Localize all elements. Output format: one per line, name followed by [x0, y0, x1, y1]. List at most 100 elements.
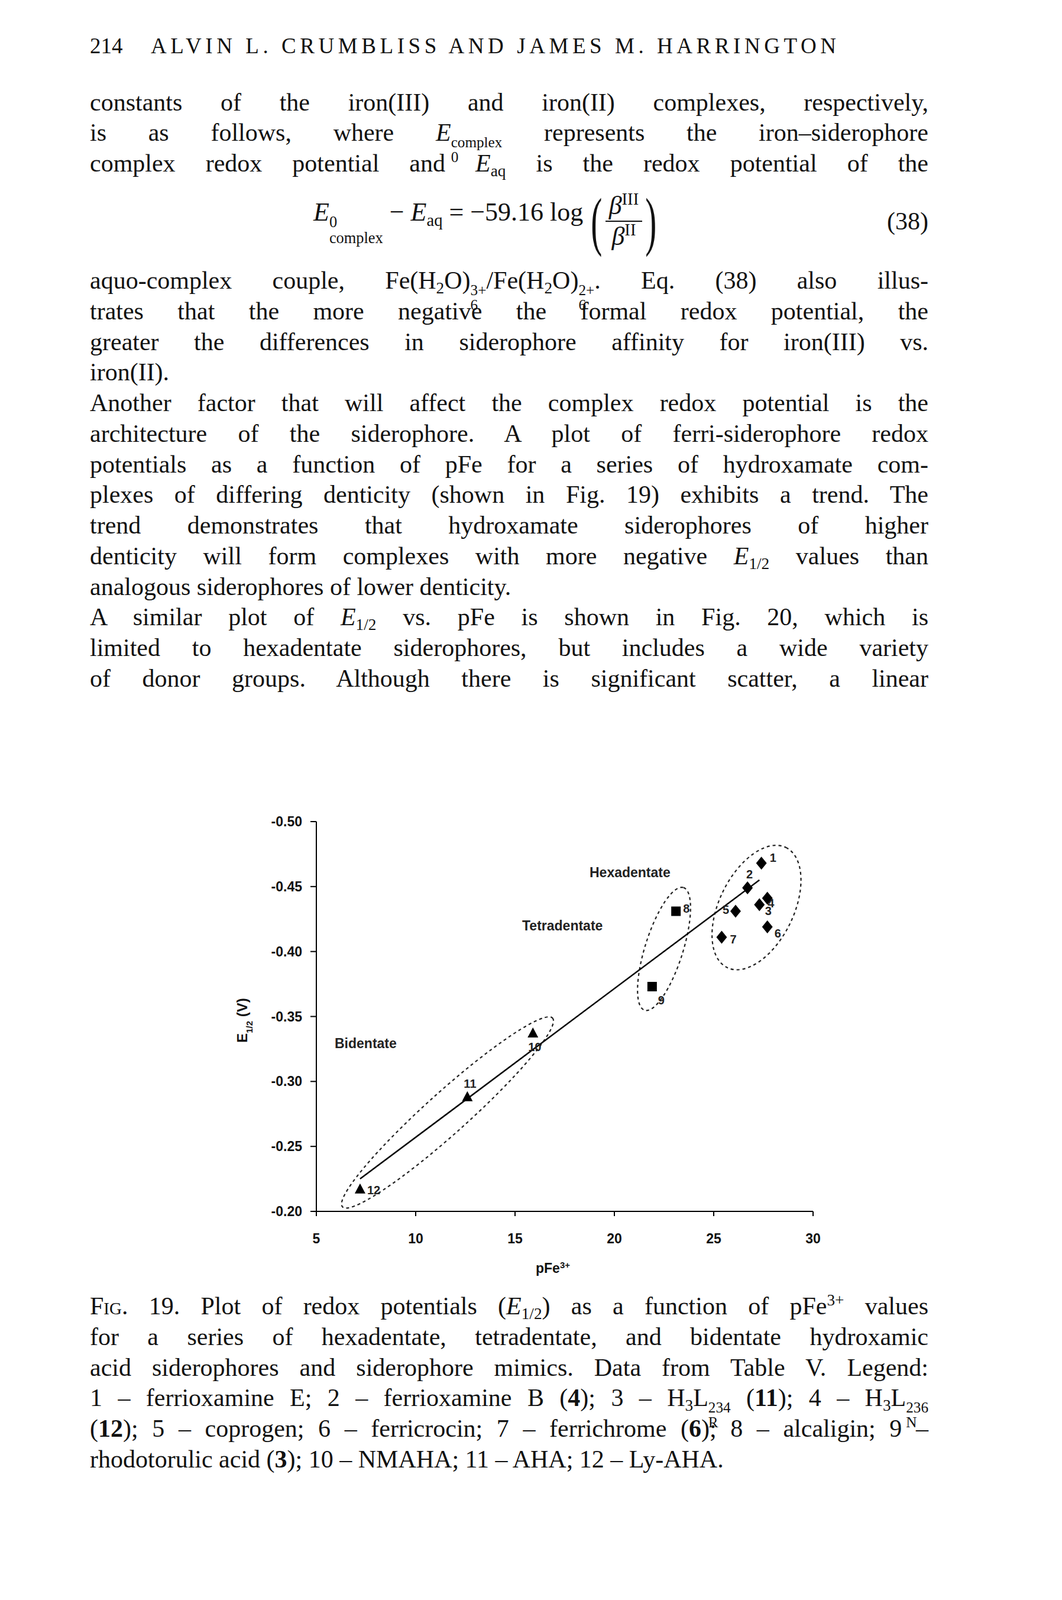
superscript: 236	[905, 1399, 929, 1415]
text-line: analogous siderophores of lower denticit…	[89, 571, 929, 602]
paren: (	[590, 184, 602, 258]
y-tick-label: -0.45	[271, 878, 303, 895]
text-line: aquo-complex couple, Fe(H2O)3+6/Fe(H2O)2…	[89, 264, 929, 296]
text: denticity will form complexes with more …	[89, 542, 734, 570]
subscript: aq	[426, 211, 443, 230]
text: −	[383, 197, 411, 227]
y-tick	[310, 1080, 317, 1082]
italic: E	[506, 1292, 522, 1320]
italic: E	[410, 197, 427, 227]
group-label: Bidentate	[334, 1035, 397, 1051]
bold: 4	[567, 1383, 581, 1411]
text: ); 8 – alcaligin; 9 –	[701, 1414, 929, 1442]
text-line: acid siderophores and siderophore mimics…	[89, 1351, 929, 1383]
text: trates that the more negative the formal…	[89, 297, 929, 325]
text-line: (12); 5 – coprogen; 6 – ferricrocin; 7 –…	[89, 1412, 929, 1444]
point	[716, 930, 727, 944]
superscript: complex	[451, 134, 503, 150]
bold: 3	[274, 1445, 288, 1473]
text: O)	[552, 266, 579, 294]
text: values than	[769, 542, 929, 570]
paren: )	[645, 184, 657, 258]
y-tick-label: -0.25	[271, 1138, 303, 1154]
y-tick	[310, 950, 317, 953]
text-line: limited to hexadentate siderophores, but…	[89, 632, 929, 663]
text: constants of the iron(III) and iron(II) …	[89, 88, 929, 116]
text: complex redox potential and	[89, 149, 476, 177]
y-axis-label: E1/2 (V)	[234, 997, 255, 1043]
text: vs. pFe is shown in Fig. 20, which is	[376, 603, 929, 631]
text-line: complex redox potential and Eaq is the r…	[89, 147, 929, 179]
group-outline	[693, 830, 819, 984]
text: Another factor that will affect the comp…	[89, 389, 929, 417]
equation-lhs: E0complex − Eaq = −59.16 log	[313, 196, 584, 246]
subscript: 1/2	[355, 615, 377, 634]
text-line: A similar plot of E1/2 vs. pFe is shown …	[89, 601, 929, 633]
x-tick	[812, 1211, 814, 1216]
x-tick	[713, 1211, 715, 1216]
superscript: II	[624, 220, 636, 239]
text: architecture of the siderophore. A plot …	[89, 419, 929, 448]
superscript: 3+	[470, 282, 487, 298]
x-axis	[316, 1210, 814, 1212]
point	[730, 904, 741, 918]
italic: β	[611, 221, 625, 251]
subscript: complex	[329, 230, 384, 246]
point-label: 10	[528, 1040, 542, 1054]
y-tick-label: -0.30	[271, 1073, 303, 1089]
text-line: for a series of hexadentate, tetradentat…	[89, 1320, 929, 1352]
point-label: 9	[658, 993, 665, 1007]
italic: E	[340, 603, 356, 631]
label-sup: 3+	[559, 1259, 571, 1270]
point	[527, 1027, 539, 1038]
point-label: 2	[746, 867, 753, 881]
point	[647, 981, 657, 992]
text-line: potentials as a function of pFe for a se…	[89, 448, 929, 480]
italic: E	[313, 197, 330, 227]
numerator: βIII	[605, 190, 643, 221]
text-line: constants of the iron(III) and iron(II) …	[89, 86, 929, 118]
text-line: 1 – ferrioxamine E; 2 – ferrioxamine B (…	[89, 1381, 929, 1413]
point	[354, 1183, 366, 1194]
point-label: 8	[682, 901, 690, 915]
text: ); 5 – coprogen; 6 – ferricrocin; 7 – fe…	[122, 1414, 689, 1442]
text: potentials as a function of pFe for a se…	[89, 450, 929, 478]
group-label: Tetradentate	[522, 917, 603, 934]
superscript: 2+	[578, 282, 595, 298]
subscript: aq	[490, 162, 507, 180]
text: for a series of hexadentate, tetradentat…	[89, 1322, 929, 1350]
x-tick-label: 20	[606, 1230, 623, 1246]
x-tick	[415, 1211, 417, 1216]
text: analogous siderophores of lower denticit…	[89, 572, 511, 601]
y-tick-label: -0.50	[271, 813, 303, 830]
bold: 6	[688, 1414, 702, 1442]
x-tick	[613, 1211, 615, 1216]
text: = −59.16 log	[442, 197, 584, 227]
point	[742, 881, 753, 895]
label-sub: 1/2	[244, 1020, 255, 1034]
text: O)	[444, 266, 471, 294]
y-tick	[310, 1015, 317, 1018]
text: iron(II).	[89, 358, 170, 386]
x-tick-label: 25	[706, 1230, 722, 1246]
superscript: III	[622, 189, 640, 209]
y-tick	[310, 820, 317, 822]
text: plexes of differing denticity (shown in …	[89, 480, 929, 508]
point-label: 5	[722, 902, 730, 916]
x-tick-label: 5	[312, 1230, 321, 1246]
x-tick	[514, 1211, 516, 1216]
y-tick-label: -0.35	[271, 1008, 303, 1025]
subscript: 2	[544, 279, 553, 297]
group-outlines	[328, 830, 820, 1222]
text-line: trates that the more negative the formal…	[89, 295, 929, 327]
y-tick	[310, 1210, 317, 1212]
text: acid siderophores and siderophore mimics…	[89, 1353, 929, 1381]
point-label: 4	[767, 896, 775, 910]
italic: E	[475, 149, 491, 177]
point-label: 6	[774, 926, 782, 940]
text: limited to hexadentate siderophores, but…	[89, 633, 929, 662]
group-outline	[328, 1002, 567, 1222]
text: of donor groups. Although there is signi…	[89, 664, 929, 692]
fraction: βIIIβII	[605, 190, 643, 252]
text: 19. Plot of redox potentials (	[127, 1292, 507, 1320]
